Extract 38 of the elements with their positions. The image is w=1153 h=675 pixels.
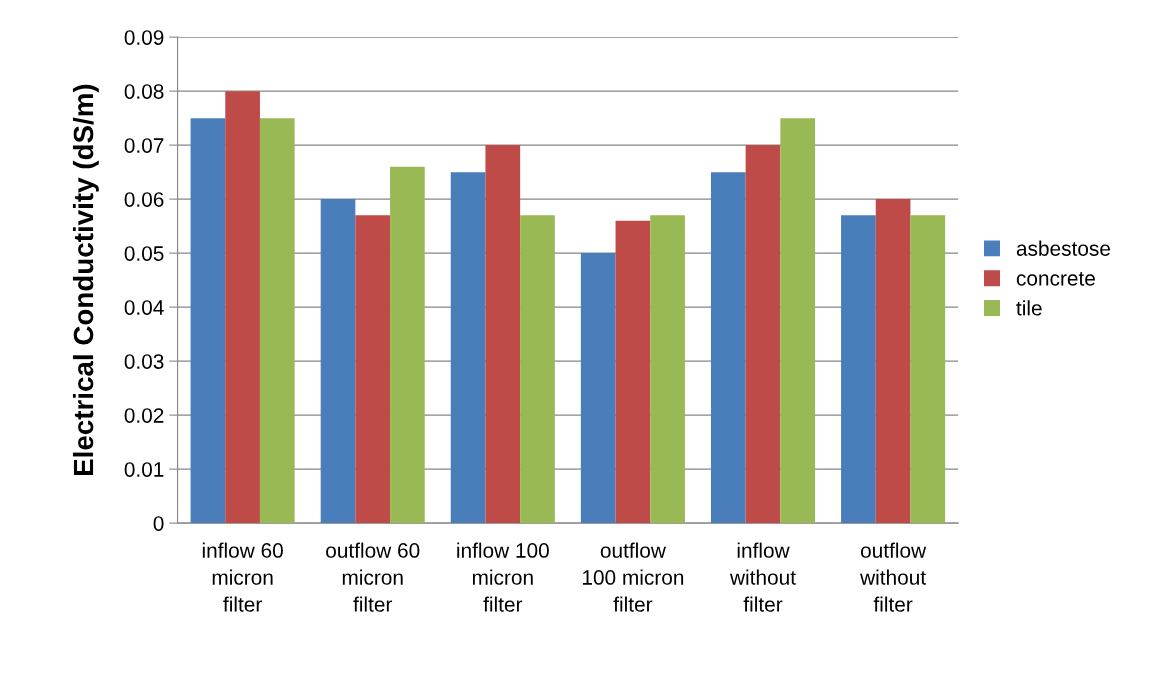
bar	[390, 166, 425, 524]
bar	[745, 145, 781, 524]
legend-label: tile	[1016, 300, 1042, 316]
bar	[780, 118, 816, 524]
bar	[580, 253, 616, 524]
y-tick-label: 0.05	[124, 246, 164, 261]
y-tick-label: 0.03	[124, 354, 164, 369]
y-tick-label: 0.04	[124, 300, 164, 315]
x-tick-label: outflow 60 micron filter	[326, 542, 420, 612]
bar	[225, 91, 260, 524]
bar	[320, 199, 356, 524]
bar	[520, 215, 555, 524]
x-tick-label: inflow without filter	[729, 542, 796, 612]
bar	[450, 172, 486, 524]
y-tick-label: 0.07	[124, 138, 164, 153]
y-tick-label: 0	[153, 516, 164, 531]
legend-label: concrete	[1016, 272, 1095, 286]
bar	[615, 220, 651, 524]
bar	[910, 215, 946, 524]
bar	[190, 118, 226, 524]
x-tick-label: inflow 60 micron filter	[202, 542, 283, 612]
y-tick-label: 0.09	[124, 30, 164, 45]
bar	[650, 215, 685, 524]
bar	[485, 145, 521, 524]
x-tick-label: inflow 100 micron filter	[457, 542, 549, 612]
bar	[259, 118, 295, 524]
legend-label: asbestose	[1016, 240, 1110, 256]
x-tick-label: outflow 100 micron filter	[582, 542, 684, 612]
y-tick-label: 0.08	[124, 84, 164, 99]
x-tick-label: outflow without filter	[860, 542, 927, 612]
y-tick-label: 0.06	[124, 192, 164, 207]
y-tick-label: 0.02	[124, 408, 164, 423]
bar	[841, 215, 876, 524]
bar	[710, 172, 746, 524]
bar	[355, 215, 391, 524]
y-tick-label: 0.01	[124, 462, 164, 477]
bar	[875, 199, 911, 524]
y-axis-title: Electrical Conductivity (dS/m)	[72, 84, 99, 476]
